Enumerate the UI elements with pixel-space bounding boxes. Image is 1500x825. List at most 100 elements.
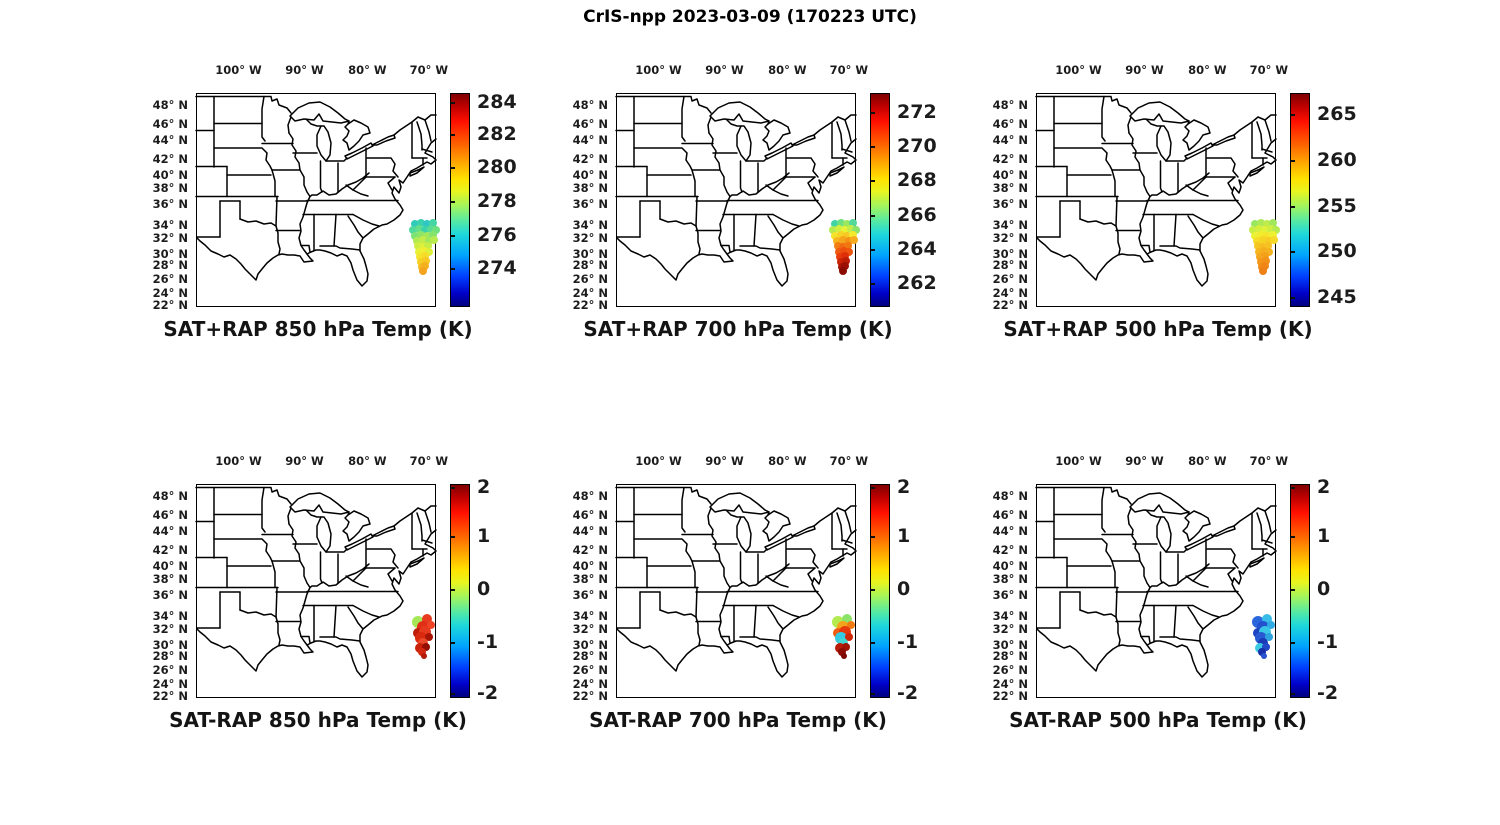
us-states-map — [1035, 95, 1280, 287]
colorbar — [870, 93, 890, 307]
latitude-tick-label: 42° N — [152, 543, 188, 558]
colorbar-tick-mark — [871, 111, 875, 114]
latitude-tick-label: 44° N — [992, 132, 1028, 147]
latitude-tick-label: 48° N — [152, 97, 188, 112]
scatter-observations — [409, 219, 440, 275]
longitude-tick-label: 80° W — [1188, 454, 1227, 468]
colorbar-tick-label: 1 — [1317, 525, 1331, 548]
latitude-tick-label: 46° N — [992, 507, 1028, 522]
longitude-tick-label: 90° W — [705, 454, 744, 468]
colorbar-gradient — [1291, 485, 1309, 697]
panel-title: SAT-RAP 500 hPa Temp (K) — [1009, 708, 1307, 732]
colorbar-tick-mark — [1291, 251, 1295, 254]
latitude-tick-label: 40° N — [572, 559, 608, 574]
observation-dot — [841, 653, 847, 659]
longitude-tick-label: 100° W — [1055, 454, 1102, 468]
longitude-tick-label: 80° W — [768, 63, 807, 77]
latitude-axis: 48° N 46° N 44° N 42° N 40° N 38° N 36° N 34° N… — [546, 484, 610, 703]
latitude-tick-label: 44° N — [152, 523, 188, 538]
observation-dot — [839, 236, 847, 244]
latitude-axis: 48° N 46° N 44° N 42° N 40° N 38° N 36° N 34° N… — [966, 93, 1030, 312]
colorbar-tick-label: -2 — [1317, 681, 1339, 704]
latitude-tick-label: 26° N — [572, 272, 608, 287]
latitude-tick-label: 22° N — [572, 297, 608, 312]
colorbar-tick-mark — [1291, 297, 1295, 300]
colorbar-labels: 2 1 0 -1 -2 — [477, 476, 529, 704]
latitude-tick-label: 44° N — [152, 132, 188, 147]
latitude-tick-label: 28° N — [992, 258, 1028, 273]
colorbar-tick-label: 255 — [1317, 194, 1357, 217]
colorbar-tick-label: 2 — [1317, 475, 1331, 498]
latitude-tick-label: 40° N — [152, 559, 188, 574]
map-frame — [1035, 484, 1277, 698]
colorbar-tick-label: 266 — [897, 203, 937, 226]
colorbar-tick-mark — [451, 101, 455, 104]
colorbar-tick-label: 250 — [1317, 240, 1357, 263]
colorbar-gradient — [451, 485, 469, 697]
colorbar-tick-mark — [871, 692, 875, 695]
latitude-axis: 48° N 46° N 44° N 42° N 40° N 38° N 36° N 34° N… — [966, 484, 1030, 703]
colorbar-tick-mark — [451, 588, 455, 591]
latitude-tick-label: 46° N — [152, 507, 188, 522]
observation-dot — [1265, 633, 1273, 641]
latitude-tick-label: 36° N — [572, 196, 608, 211]
map-frame — [195, 484, 437, 698]
observation-dot — [1259, 267, 1267, 275]
colorbar-tick-mark — [871, 249, 875, 251]
latitude-tick-label: 40° N — [992, 559, 1028, 574]
longitude-axis: 100° W 90° W 80° W 70° W — [1036, 63, 1288, 79]
latitude-tick-label: 38° N — [572, 181, 608, 196]
latitude-tick-label: 34° N — [572, 608, 608, 623]
us-states-map — [615, 95, 860, 287]
colorbar-tick-mark — [1291, 159, 1295, 162]
latitude-axis: 48° N 46° N 44° N 42° N 40° N 38° N 36° N 34° N… — [126, 484, 190, 703]
colorbar-tick-label: -2 — [897, 681, 919, 704]
colorbar-labels: 265 260 255 250 245 — [1317, 93, 1369, 308]
colorbar-tick-mark — [871, 283, 875, 286]
latitude-tick-label: 28° N — [572, 258, 608, 273]
colorbar — [1290, 93, 1310, 307]
longitude-tick-label: 80° W — [1188, 63, 1227, 77]
latitude-tick-label: 34° N — [992, 608, 1028, 623]
colorbar-tick-mark — [451, 234, 455, 237]
colorbar-tick-mark — [451, 133, 455, 136]
latitude-tick-label: 22° N — [572, 688, 608, 703]
colorbar-tick-label: 270 — [897, 135, 937, 158]
panel-sat-plus-rap-850: 100° W 90° W 80° W 70° W 48° N 46° N 44° N 42° … — [126, 51, 526, 351]
colorbar-gradient — [451, 94, 469, 306]
colorbar-tick-label: 274 — [477, 257, 517, 280]
colorbar-tick-label: 0 — [897, 577, 911, 600]
figure-title: CrIS-npp 2023-03-09 (170223 UTC) — [583, 7, 917, 27]
colorbar-tick-mark — [1291, 536, 1295, 539]
latitude-tick-label: 22° N — [992, 297, 1028, 312]
latitude-tick-label: 32° N — [572, 230, 608, 245]
latitude-tick-label: 48° N — [152, 488, 188, 503]
latitude-tick-label: 34° N — [152, 608, 188, 623]
latitude-tick-label: 38° N — [992, 572, 1028, 587]
colorbar-tick-label: 268 — [897, 169, 937, 192]
observation-dot — [419, 236, 427, 244]
latitude-tick-label: 40° N — [152, 168, 188, 183]
latitude-tick-label: 32° N — [572, 621, 608, 636]
longitude-tick-label: 100° W — [215, 454, 262, 468]
longitude-tick-label: 70° W — [1249, 454, 1289, 468]
latitude-tick-label: 22° N — [992, 688, 1028, 703]
latitude-tick-label: 24° N — [152, 286, 188, 301]
latitude-tick-label: 30° N — [992, 638, 1028, 653]
latitude-tick-label: 26° N — [992, 272, 1028, 287]
observation-dot — [1259, 236, 1267, 244]
latitude-tick-label: 26° N — [152, 272, 188, 287]
colorbar-labels: 284 282 280 278 276 274 — [477, 91, 529, 307]
colorbar-tick-label: 0 — [477, 577, 491, 600]
latitude-tick-label: 32° N — [992, 230, 1028, 245]
colorbar-tick-label: 272 — [897, 100, 937, 123]
panel-sat-plus-rap-500: 100° W 90° W 80° W 70° W 48° N 46° N 44° N 42° … — [966, 51, 1366, 351]
latitude-tick-label: 36° N — [992, 196, 1028, 211]
latitude-tick-label: 36° N — [572, 587, 608, 602]
latitude-tick-label: 46° N — [992, 116, 1028, 131]
longitude-tick-label: 80° W — [348, 63, 387, 77]
observation-dot — [847, 621, 855, 629]
panel-sat-minus-rap-850: 100° W 90° W 80° W 70° W 48° N 46° N 44° N 42° … — [126, 442, 526, 742]
colorbar-tick-label: 0 — [1317, 577, 1331, 600]
longitude-tick-label: 80° W — [348, 454, 387, 468]
